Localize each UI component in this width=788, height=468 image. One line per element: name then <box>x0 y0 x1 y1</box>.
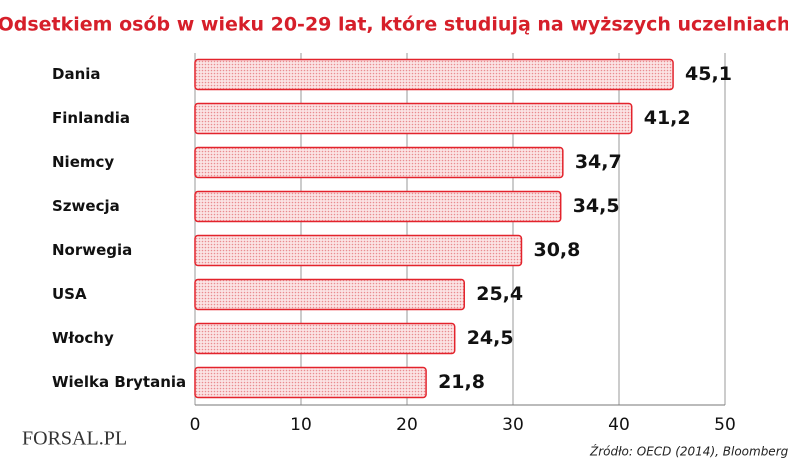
value-label: 24,5 <box>467 327 514 349</box>
value-label: 34,7 <box>575 151 622 173</box>
x-tick-label: 40 <box>608 415 630 435</box>
y-tick-label: Niemcy <box>52 153 114 171</box>
value-label: 21,8 <box>438 371 485 393</box>
x-tick-label: 20 <box>396 415 418 435</box>
y-tick-label: Włochy <box>52 329 114 347</box>
bar <box>194 58 674 91</box>
y-tick-label: Dania <box>52 65 101 83</box>
bar <box>194 234 523 267</box>
x-tick-label: 30 <box>502 415 524 435</box>
x-tick-label: 50 <box>714 415 736 435</box>
bar <box>194 146 564 179</box>
bar <box>194 322 456 355</box>
source: Źródło: OECD (2014), Bloomberg <box>589 444 788 459</box>
x-tick-label: 0 <box>190 415 201 435</box>
y-tick-label: Finlandia <box>52 109 130 127</box>
bar <box>194 366 427 399</box>
value-label: 25,4 <box>476 283 523 305</box>
value-label: 45,1 <box>685 63 732 85</box>
bar <box>194 278 465 311</box>
y-tick-label: USA <box>52 285 87 303</box>
x-tick-label: 10 <box>290 415 312 435</box>
value-label: 34,5 <box>573 195 620 217</box>
y-tick-label: Wielka Brytania <box>52 373 186 391</box>
bar <box>194 190 562 223</box>
y-tick-label: Norwegia <box>52 241 132 259</box>
logo: FORSAL.PL <box>22 428 127 450</box>
value-label: 30,8 <box>533 239 580 261</box>
chart-title: Odsetkiem osób w wieku 20-29 lat, które … <box>0 14 788 36</box>
value-label: 41,2 <box>644 107 691 129</box>
y-tick-label: Szwecja <box>52 197 120 215</box>
bar <box>194 102 633 135</box>
